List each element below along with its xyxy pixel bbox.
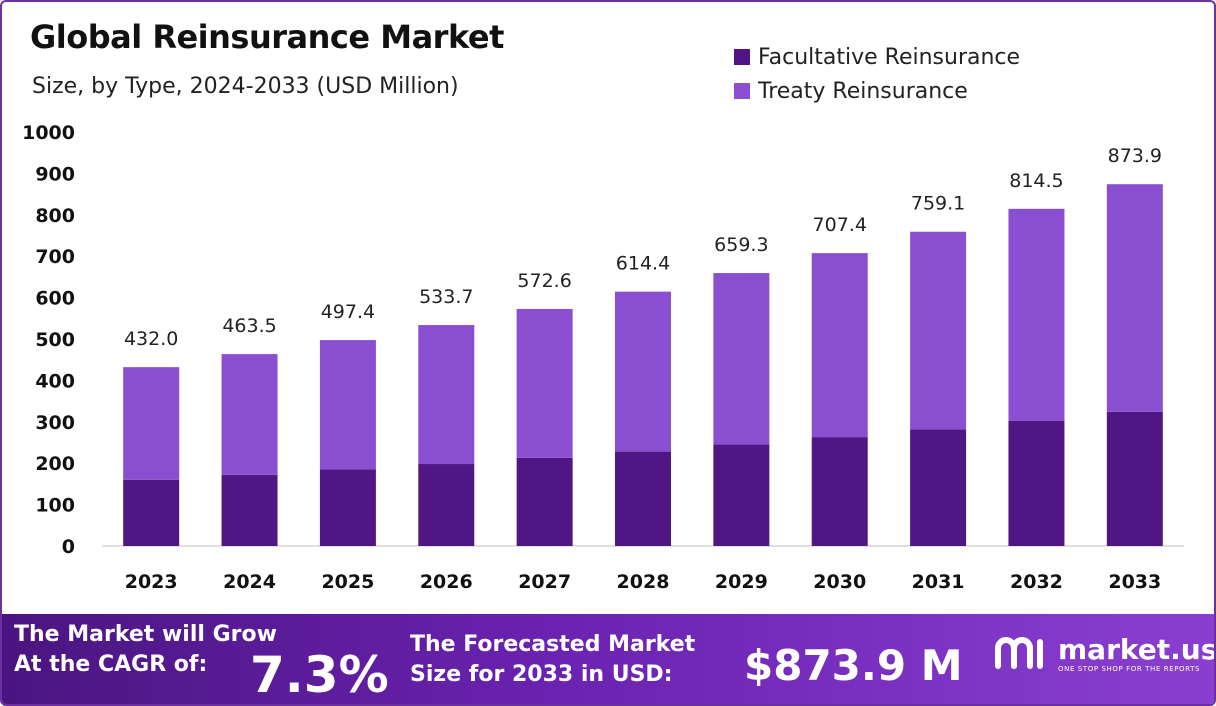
y-tick-label: 0: [62, 536, 75, 558]
bar-facultative: [910, 429, 967, 546]
bar-treaty: [615, 291, 671, 452]
bar-facultative: [319, 469, 376, 546]
cagr-label-line1: The Market will Grow: [14, 622, 277, 647]
bar-facultative: [713, 444, 770, 546]
bar-facultative: [811, 437, 868, 546]
x-tick-label: 2025: [321, 571, 374, 593]
bar-total-label: 463.5: [222, 315, 276, 337]
y-tick-label: 400: [35, 370, 75, 392]
legend-item-facultative: Facultative Reinsurance: [734, 40, 1020, 74]
bar-treaty: [418, 325, 475, 465]
bar-facultative: [418, 464, 475, 546]
brand-tagline: ONE STOP SHOP FOR THE REPORTS: [1058, 665, 1201, 673]
x-tick-label: 2029: [715, 571, 768, 593]
bar-treaty: [910, 231, 967, 430]
market-us-logo-icon: [995, 637, 1043, 669]
cagr-value: 7.3%: [250, 646, 389, 704]
cagr-label-line2: At the CAGR of:: [14, 652, 208, 677]
y-tick-label: 700: [35, 246, 75, 268]
chart-subtitle: Size, by Type, 2024-2033 (USD Million): [32, 74, 459, 99]
bar-treaty: [221, 354, 278, 475]
y-tick-label: 500: [35, 329, 75, 351]
footer-banner: The Market will Grow At the CAGR of: 7.3…: [2, 614, 1216, 704]
x-tick-label: 2024: [223, 571, 276, 593]
brand-text: market.us ONE STOP SHOP FOR THE REPORTS: [1058, 633, 1216, 674]
y-tick-label: 100: [35, 495, 75, 517]
bar-total-label: 814.5: [1009, 170, 1063, 192]
bar-total-label: 873.9: [1108, 145, 1162, 167]
bar-total-label: 533.7: [419, 286, 473, 308]
x-tick-label: 2032: [1010, 571, 1063, 593]
bar-total-label: 572.6: [517, 270, 571, 292]
cagr-label: The Market will Grow At the CAGR of:: [14, 620, 277, 680]
legend-label-treaty: Treaty Reinsurance: [758, 78, 968, 104]
bar-total-label: 659.3: [714, 234, 768, 256]
x-tick-label: 2033: [1108, 571, 1161, 593]
x-tick-label: 2031: [912, 571, 965, 593]
legend-swatch-facultative: [734, 49, 750, 65]
market-size-label-line1: The Forecasted Market: [410, 632, 696, 657]
bar-facultative: [221, 474, 278, 546]
bar-treaty: [1106, 184, 1163, 412]
market-size-label: The Forecasted Market Size for 2033 in U…: [410, 630, 695, 690]
bar-facultative: [615, 451, 671, 546]
bar-total-label: 614.4: [616, 253, 670, 275]
bar-facultative: [516, 457, 573, 546]
market-size-value: $873.9 M: [744, 641, 963, 690]
legend-swatch-treaty: [734, 83, 750, 99]
bar-total-label: 759.1: [911, 193, 965, 215]
bar-treaty: [811, 253, 868, 438]
bar-total-label: 497.4: [321, 301, 375, 323]
y-tick-label: 600: [35, 288, 75, 310]
brand-name: market.us: [1058, 633, 1216, 666]
bar-treaty: [1008, 208, 1065, 421]
bar-facultative: [1106, 411, 1163, 546]
bar-facultative: [123, 479, 180, 546]
bar-treaty: [713, 273, 770, 445]
bar-chart: 0 100 200 300 400 500 600 700 800 900 1000 432.0 202…: [22, 122, 1184, 593]
bar-treaty: [123, 367, 180, 480]
y-tick-label: 200: [35, 453, 75, 475]
bar-treaty: [516, 308, 573, 458]
x-tick-label: 2030: [813, 571, 866, 593]
y-tick-label: 900: [35, 163, 75, 185]
chart-legend: Facultative Reinsurance Treaty Reinsuran…: [734, 40, 1020, 108]
bar-treaty: [319, 340, 376, 470]
y-tick-label: 1000: [22, 122, 75, 144]
legend-label-facultative: Facultative Reinsurance: [758, 44, 1021, 70]
bar-total-label: 707.4: [813, 214, 867, 236]
y-tick-label: 800: [35, 205, 75, 227]
legend-item-treaty: Treaty Reinsurance: [734, 74, 1020, 108]
chart-title: Global Reinsurance Market: [30, 18, 504, 56]
bar-facultative: [1008, 420, 1065, 546]
market-size-label-line2: Size for 2033 in USD:: [410, 662, 673, 687]
x-tick-label: 2026: [420, 571, 473, 593]
brand-logo: market.us ONE STOP SHOP FOR THE REPORTS: [992, 632, 1216, 676]
x-tick-label: 2028: [617, 571, 670, 593]
x-tick-label: 2023: [125, 571, 178, 593]
bar-total-label: 432.0: [124, 328, 178, 350]
y-tick-label: 300: [35, 412, 75, 434]
x-tick-label: 2027: [518, 571, 571, 593]
